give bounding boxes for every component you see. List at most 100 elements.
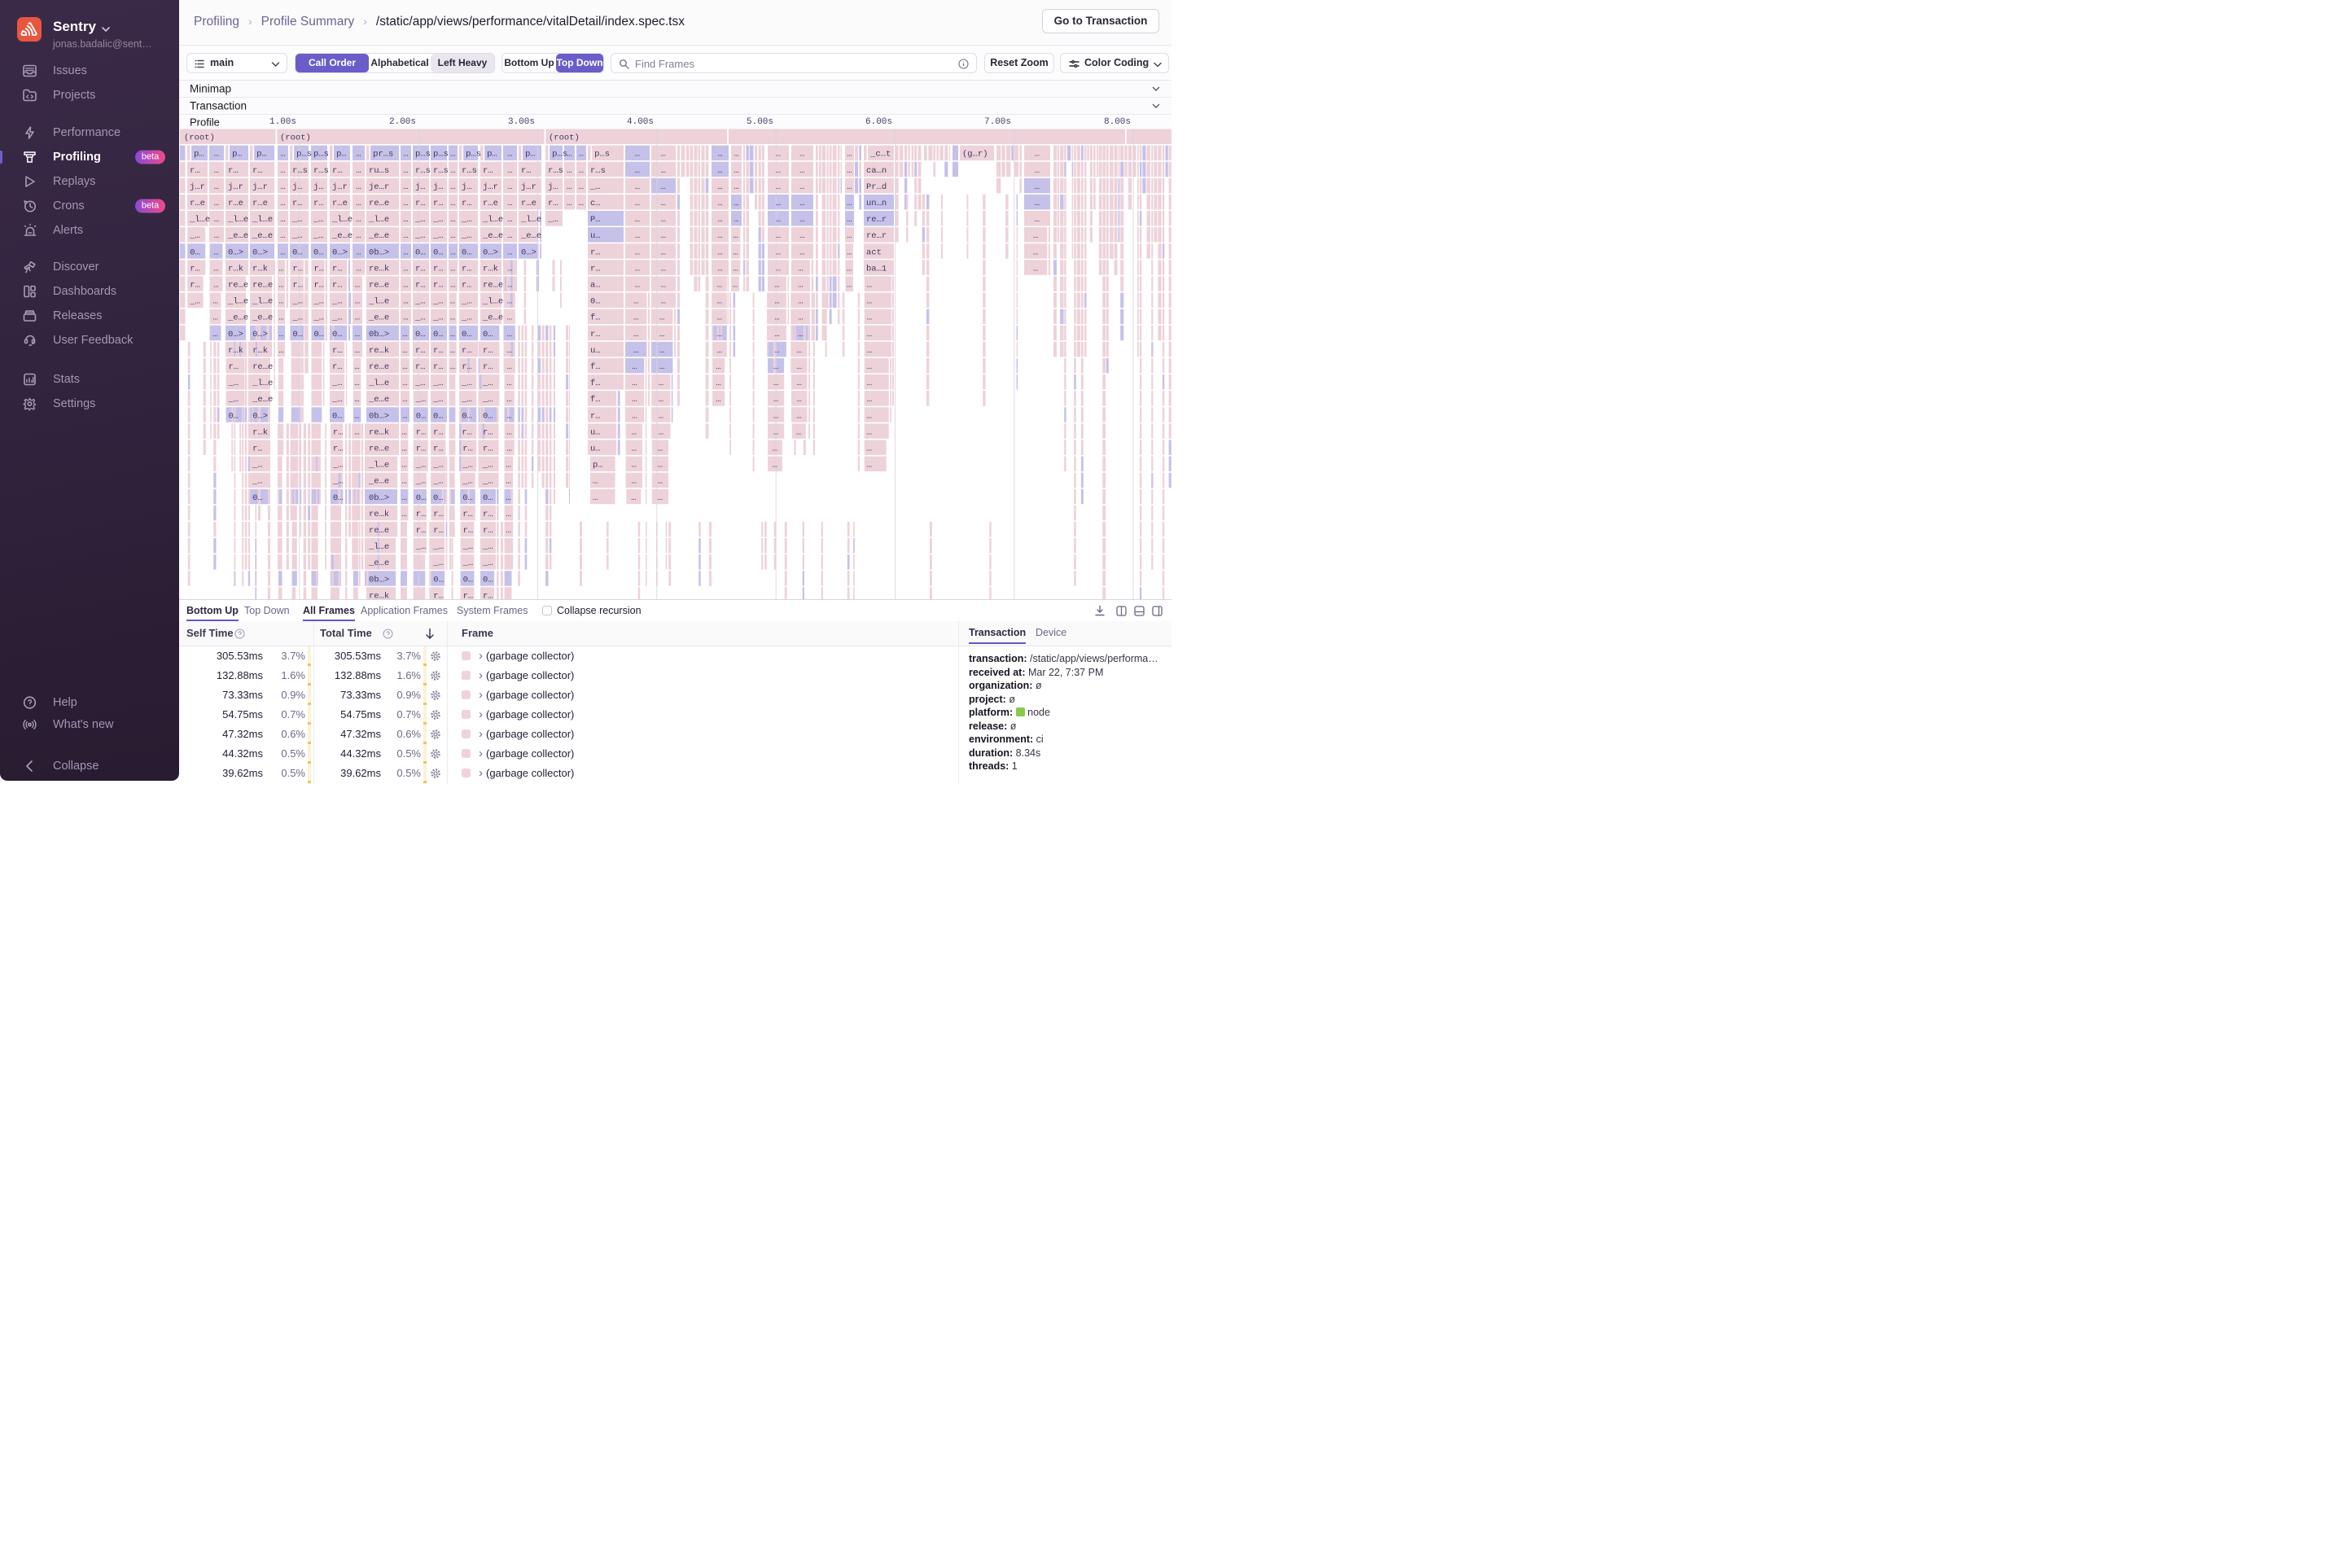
svg-text:…: … <box>402 445 407 454</box>
svg-text:0b…>: 0b…> <box>369 575 389 585</box>
svg-text:re…e: re…e <box>252 362 273 372</box>
svg-text:re…k: re…k <box>369 346 389 356</box>
svg-text:r…e: r…e <box>521 199 536 208</box>
svg-text:_l…e: _l…e <box>368 461 389 471</box>
svg-text:_…: _… <box>252 461 263 471</box>
svg-text:…: … <box>506 493 511 503</box>
svg-text:…: … <box>214 166 219 176</box>
svg-text:…: … <box>661 182 666 192</box>
svg-text:…: … <box>356 215 361 225</box>
svg-text:_…: _… <box>432 542 444 552</box>
svg-text:…: … <box>796 427 801 437</box>
svg-text:p…s: p…s <box>594 150 610 160</box>
svg-text:0…: 0… <box>190 247 200 257</box>
svg-text:…: … <box>774 313 779 323</box>
svg-text:0…: 0… <box>333 493 344 503</box>
svg-text:…: … <box>450 281 455 291</box>
svg-text:…: … <box>280 247 285 257</box>
svg-text:_…: _… <box>331 297 343 307</box>
svg-text:_l…e: _l…e <box>482 215 503 225</box>
svg-text:…: … <box>867 297 872 307</box>
svg-text:j…: j… <box>462 182 472 192</box>
svg-text:act: act <box>866 247 882 257</box>
svg-text:_e…e: _e…e <box>368 231 389 241</box>
svg-text:j…: j… <box>292 182 303 192</box>
svg-text:0…: 0… <box>415 247 426 257</box>
svg-text:…: … <box>867 346 872 356</box>
svg-text:je…r: je…r <box>369 182 389 192</box>
svg-text:_…: _… <box>462 542 474 552</box>
svg-text:r…: r… <box>462 427 472 437</box>
svg-text:…: … <box>633 330 638 339</box>
svg-text:_…: _… <box>189 231 200 241</box>
svg-text:_…: _… <box>331 313 343 323</box>
svg-text:_…: _… <box>589 182 601 192</box>
svg-text:…: … <box>213 281 218 291</box>
svg-text:_…: _… <box>482 477 493 487</box>
svg-text:re…e: re…e <box>369 362 389 372</box>
svg-text:_…: _… <box>252 477 263 487</box>
svg-text:_…: _… <box>432 313 444 323</box>
svg-text:_…: _… <box>414 215 426 225</box>
svg-text:…: … <box>867 461 872 471</box>
svg-text:…: … <box>734 231 738 241</box>
svg-text:r…: r… <box>462 281 472 291</box>
svg-text:…: … <box>847 166 852 176</box>
svg-text:…: … <box>1035 182 1040 192</box>
svg-text:_e…e: _e…e <box>227 231 248 241</box>
svg-text:…: … <box>867 281 872 291</box>
svg-text:_l…e: _l…e <box>252 379 273 388</box>
svg-text:r…e: r…e <box>228 199 243 208</box>
svg-text:r…: r… <box>333 445 344 454</box>
svg-text:…: … <box>280 231 285 241</box>
svg-text:…: … <box>507 330 512 339</box>
svg-text:r…: r… <box>314 281 325 291</box>
svg-text:r…e: r…e <box>190 199 205 208</box>
svg-text:j…: j… <box>433 182 444 192</box>
svg-text:_…: _… <box>432 379 444 388</box>
svg-text:r…e: r…e <box>332 199 348 208</box>
svg-text:0b…>: 0b…> <box>369 330 389 339</box>
svg-text:…: … <box>278 313 283 323</box>
svg-text:…: … <box>635 264 640 274</box>
svg-text:…: … <box>797 379 802 388</box>
svg-text:…: … <box>278 330 283 339</box>
svg-text:…: … <box>579 182 584 192</box>
svg-text:…: … <box>659 313 664 323</box>
svg-text:r…: r… <box>483 445 493 454</box>
svg-text:_…: _… <box>462 461 473 471</box>
svg-text:r…e: r…e <box>483 199 498 208</box>
svg-text:r…k: r…k <box>483 264 498 274</box>
svg-text:…: … <box>799 166 804 176</box>
svg-text:_e…e: _e…e <box>368 395 389 405</box>
svg-text:…: … <box>356 182 361 192</box>
svg-text:…: … <box>847 281 852 291</box>
svg-text:0…: 0… <box>332 330 343 339</box>
svg-text:…: … <box>773 461 777 471</box>
svg-text:r…s: r…s <box>548 166 563 176</box>
svg-text:0b…>: 0b…> <box>369 411 389 421</box>
svg-text:re…k: re…k <box>369 264 389 274</box>
svg-text:…: … <box>631 493 636 503</box>
svg-text:…: … <box>567 182 572 192</box>
svg-text:_l…e: _l…e <box>482 297 503 307</box>
svg-text:0…: 0… <box>462 411 472 421</box>
svg-text:…: … <box>661 264 666 274</box>
svg-text:…: … <box>798 297 803 307</box>
svg-text:…: … <box>1033 247 1038 257</box>
svg-text:…: … <box>717 264 722 274</box>
svg-text:0…>: 0…> <box>228 330 243 339</box>
svg-text:r…: r… <box>463 591 474 599</box>
svg-text:u…: u… <box>590 231 601 241</box>
svg-text:…: … <box>356 247 361 257</box>
svg-text:…: … <box>403 281 408 291</box>
svg-text:c…: c… <box>590 199 601 208</box>
svg-text:…: … <box>507 215 512 225</box>
svg-text:…: … <box>659 395 663 405</box>
svg-text:0…>: 0…> <box>252 247 268 257</box>
svg-text:…: … <box>402 510 407 519</box>
svg-text:r…: r… <box>483 591 493 599</box>
svg-text:0…: 0… <box>433 247 444 257</box>
svg-text:…: … <box>450 297 455 307</box>
svg-text:…: … <box>278 264 283 274</box>
